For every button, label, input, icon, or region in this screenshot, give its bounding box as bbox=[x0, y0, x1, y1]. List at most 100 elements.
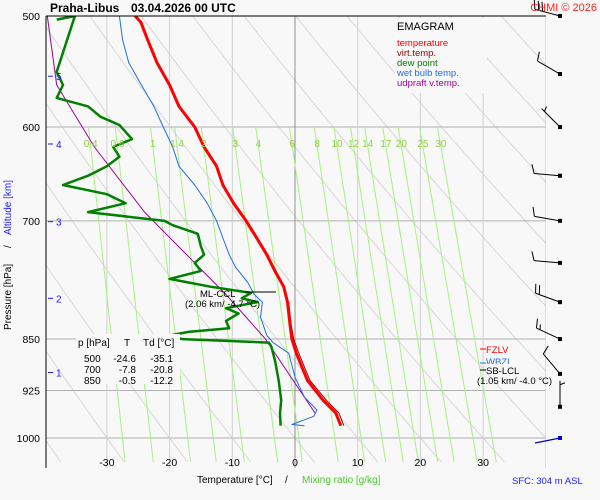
mixing-ratio-line bbox=[200, 126, 245, 462]
legend-wet-bulb: wet bulb temp. bbox=[396, 68, 459, 79]
station-title: Praha-Libus bbox=[50, 1, 120, 15]
legend-virt-temp: virt.temp. bbox=[397, 48, 436, 59]
wind-barb-half-feather bbox=[559, 382, 566, 386]
y-tick-label: 925 bbox=[22, 386, 40, 398]
x-axis-sep: / bbox=[285, 475, 288, 486]
y-axis-sep: / bbox=[3, 245, 14, 248]
x-tick-label: 30 bbox=[477, 457, 489, 469]
wind-barb-shaft bbox=[542, 353, 561, 375]
wbzl-overlap bbox=[486, 364, 526, 372]
wbzl-label: WBZL bbox=[486, 357, 512, 368]
table-cell: -0.5 bbox=[119, 376, 137, 387]
mixing-ratio-label: 0.6 bbox=[111, 139, 125, 150]
ml-ccl-value: (2.06 km/ -4.7 °C) bbox=[185, 299, 260, 310]
table-cell: -35.1 bbox=[150, 354, 173, 365]
axis-ticks: 0.4 0.6 1 1.4 2 3 4 6 8 10 12 14 17 20 25 3050060070085… bbox=[17, 11, 546, 469]
mixing-ratio-line bbox=[364, 126, 419, 462]
table-cell: -20.8 bbox=[150, 365, 173, 376]
mixing-ratio-line bbox=[114, 126, 154, 462]
wind-barb-half-feather bbox=[543, 106, 547, 112]
wind-barb-shaft bbox=[535, 292, 561, 303]
wind-barb-feather bbox=[531, 164, 535, 174]
dry-adiabat bbox=[500, 16, 546, 66]
dry-adiabat bbox=[192, 16, 546, 439]
x-tick-label: -30 bbox=[99, 457, 114, 469]
legend-dew-point: dew point bbox=[397, 58, 438, 69]
series-dew-point bbox=[55, 16, 283, 426]
legend-temperature: temperature bbox=[397, 38, 448, 49]
wind-barb-feather bbox=[542, 345, 549, 355]
mixing-ratio-label: 17 bbox=[380, 139, 392, 150]
wind-barb-shaft bbox=[541, 108, 561, 128]
dry-adiabat bbox=[398, 16, 546, 184]
x-axis-label: Temperature [°C] bbox=[197, 475, 273, 486]
altitude-tick-label: 3 bbox=[56, 218, 62, 229]
dry-adiabat bbox=[295, 16, 546, 308]
x-tick-label: 20 bbox=[415, 457, 427, 469]
wind-barb-feather bbox=[541, 1, 544, 12]
legend-title: EMAGRAM bbox=[397, 21, 454, 33]
mixing-ratio-label: 30 bbox=[435, 139, 447, 150]
mixing-ratio-line bbox=[397, 126, 455, 462]
table-cell: 700 bbox=[84, 365, 101, 376]
mixing-ratio-label: 1.4 bbox=[170, 139, 184, 150]
y-tick-label: 600 bbox=[22, 122, 40, 134]
table-header-t: T bbox=[124, 338, 130, 349]
series-udpraft-v-temp bbox=[46, 16, 316, 414]
x-tick-label: 10 bbox=[352, 457, 364, 469]
legend-updraft: udpraft v.temp. bbox=[397, 78, 460, 89]
y-tick-label: 850 bbox=[22, 334, 40, 346]
wind-barb-feather bbox=[537, 0, 540, 11]
mixing-ratio-line bbox=[333, 126, 387, 462]
altitude-tick-label: 1 bbox=[56, 369, 62, 380]
dry-adiabat bbox=[46, 26, 379, 463]
curves bbox=[46, 16, 345, 427]
mixing-ratio-line bbox=[419, 126, 478, 462]
mixing-ratio-line bbox=[174, 126, 217, 462]
mixing-ratio-label: 2 bbox=[201, 139, 207, 150]
wind-barb-feather bbox=[531, 251, 535, 261]
mixing-ratio-line bbox=[88, 126, 126, 462]
dry-adiabat bbox=[46, 350, 125, 463]
mixing-ratio-label: 8 bbox=[314, 139, 320, 150]
table-cell: -24.6 bbox=[113, 354, 136, 365]
wind-barb-feather bbox=[532, 206, 535, 217]
wind-barbs bbox=[531, 0, 566, 444]
altitude-tick-label: 2 bbox=[56, 294, 62, 305]
dry-adiabat bbox=[140, 16, 505, 463]
sb-lcl-label: SB-LCL bbox=[486, 366, 519, 377]
mixing-ratio-line bbox=[436, 126, 497, 462]
legend-box bbox=[395, 18, 487, 93]
wind-barb-shaft bbox=[534, 8, 561, 17]
y-axis-label-altitude: Altitude [km] bbox=[3, 180, 14, 235]
y-axis-label: Pressure [hPa] bbox=[3, 264, 14, 330]
mixing-ratio-label: 10 bbox=[331, 139, 343, 150]
dry-adiabat bbox=[243, 16, 546, 373]
y-tick-label: 1000 bbox=[17, 433, 41, 445]
mixing-ratio-line bbox=[313, 126, 366, 462]
mixing-ratio-label: 1 bbox=[150, 139, 156, 150]
mixing-ratio-label: 3 bbox=[232, 139, 238, 150]
wind-barb-shaft bbox=[536, 327, 561, 340]
series-temperature bbox=[134, 16, 343, 427]
grid bbox=[46, 16, 546, 468]
mixing-ratio-line bbox=[232, 126, 279, 462]
mixing-ratio-line bbox=[255, 126, 303, 462]
wind-barb-shaft bbox=[534, 215, 561, 222]
dry-adiabat bbox=[449, 16, 546, 124]
dry-adiabat bbox=[46, 182, 252, 463]
mixing-ratio-label: 12 bbox=[348, 139, 360, 150]
table-cell: -7.8 bbox=[119, 365, 137, 376]
dry-adiabat bbox=[89, 16, 442, 463]
series-wet-bulb-temp bbox=[118, 16, 318, 427]
table-cell: -12.2 bbox=[150, 376, 173, 387]
ml-ccl-label: ML-CCL bbox=[200, 289, 235, 300]
dry-adiabat bbox=[46, 102, 315, 463]
y-tick-label: 500 bbox=[22, 11, 40, 23]
wind-barb-feather bbox=[535, 318, 539, 329]
sfc-label: SFC: 304 m ASL bbox=[512, 476, 583, 487]
dry-adiabat bbox=[346, 16, 546, 245]
mixing-ratio-label: 20 bbox=[396, 139, 408, 150]
dry-adiabat bbox=[46, 264, 188, 463]
